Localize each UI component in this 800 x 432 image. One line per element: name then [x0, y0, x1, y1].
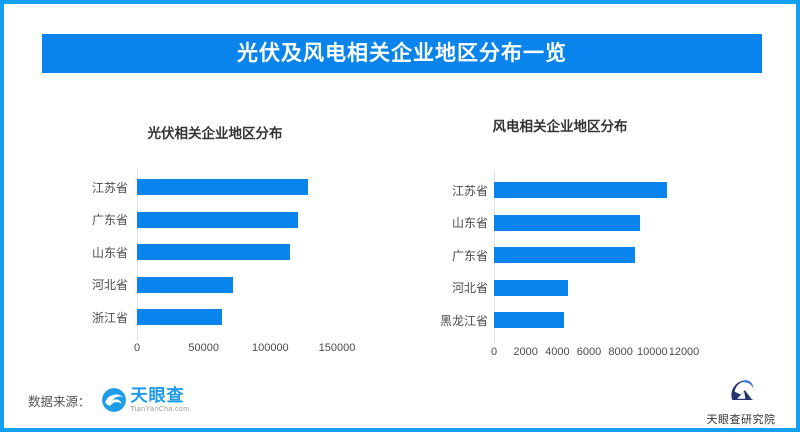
- x-axis-tick-label: 4000: [545, 346, 570, 358]
- research-logo-text: 天眼查研究院: [706, 414, 776, 426]
- tianyancha-logo-text-block: 天眼查 TianYanCha.com: [131, 387, 190, 413]
- bar: [137, 211, 299, 228]
- pv-bar-rows: 江苏省广东省山东省河北省浙江省: [85, 171, 337, 334]
- bar: [137, 244, 291, 261]
- bar-row: 山东省: [85, 236, 337, 269]
- data-source: 数据来源： 天眼查 TianYanCha.com: [28, 384, 189, 416]
- bar: [137, 179, 308, 196]
- bar-row: 浙江省: [85, 301, 337, 334]
- wind-bar-rows: 江苏省山东省广东省河北省黑龙江省: [430, 174, 684, 337]
- category-label: 广东省: [451, 248, 488, 263]
- bar-row: 河北省: [85, 269, 337, 302]
- pv-x-axis-ticks: 0 50000 100000 150000: [133, 342, 355, 356]
- x-axis-tick-label: 10000: [637, 346, 668, 358]
- wind-chart: 风电相关企业地区分布 江苏省山东省广东省河北省黑龙江省 0 2000 4000 600…: [430, 117, 730, 367]
- category-label: 江苏省: [91, 180, 128, 195]
- bar-row: 广东省: [85, 204, 337, 237]
- wind-chart-title: 风电相关企业地区分布: [492, 119, 628, 134]
- bar-track: [137, 211, 337, 228]
- x-axis-tick-label: 0: [133, 342, 141, 354]
- research-logo: 天眼查研究院: [699, 375, 783, 427]
- category-label: 河北省: [91, 278, 128, 293]
- category-label: 山东省: [451, 216, 488, 231]
- x-axis-tick-label: 8000: [608, 346, 633, 358]
- tianyancha-logo: 天眼查 TianYanCha.com: [101, 387, 190, 413]
- bar-row: 河北省: [430, 272, 684, 305]
- bar: [494, 312, 564, 329]
- x-axis-tick-label: 0: [490, 346, 498, 358]
- bar: [137, 276, 233, 293]
- research-institute-icon: [731, 380, 754, 400]
- bar-row: 江苏省: [85, 171, 337, 204]
- bar: [494, 182, 667, 199]
- data-source-label: 数据来源：: [28, 394, 91, 409]
- bar-row: 黑龙江省: [430, 304, 684, 337]
- tianyancha-eye-icon: [101, 388, 126, 412]
- bar-track: [494, 247, 684, 264]
- x-axis-tick-label: 12000: [668, 346, 700, 358]
- x-axis-tick-label: 50000: [188, 342, 219, 354]
- report-title: 光伏及风电相关企业地区分布一览: [237, 42, 567, 65]
- wind-x-axis-ticks: 0 2000 4000 6000 8000 10000 12000: [490, 346, 699, 360]
- bar-track: [494, 312, 684, 329]
- x-axis-tick-label: 2000: [513, 346, 538, 358]
- bar-track: [494, 214, 684, 231]
- bar-track: [137, 309, 337, 326]
- category-label: 广东省: [91, 213, 128, 228]
- bar: [137, 309, 223, 326]
- tianyancha-logo-text: 天眼查: [130, 386, 185, 405]
- bar-row: 山东省: [430, 207, 684, 240]
- bar-track: [137, 276, 337, 293]
- pv-chart-title: 光伏相关企业地区分布: [147, 126, 283, 141]
- category-label: 浙江省: [91, 310, 128, 325]
- x-axis-tick-label: 100000: [251, 342, 289, 354]
- bar: [494, 279, 569, 296]
- x-axis-tick-label: 150000: [318, 342, 356, 354]
- category-label: 江苏省: [451, 183, 488, 198]
- category-label: 山东省: [91, 245, 128, 260]
- bar-track: [494, 182, 684, 199]
- category-label: 河北省: [451, 281, 488, 296]
- bar-row: 江苏省: [430, 174, 684, 207]
- bar-row: 广东省: [430, 239, 684, 272]
- bar-track: [494, 279, 684, 296]
- bar-track: [137, 179, 337, 196]
- bar-track: [137, 244, 337, 261]
- category-label: 黑龙江省: [439, 313, 488, 328]
- x-axis-tick-label: 6000: [576, 346, 602, 358]
- bar: [494, 214, 640, 231]
- bar: [494, 247, 635, 264]
- tianyancha-logo-url: TianYanCha.com: [130, 406, 190, 413]
- pv-chart: 光伏相关企业地区分布 江苏省广东省山东省河北省浙江省 0 50000 100000 1…: [85, 124, 385, 374]
- report-title-bar: 光伏及风电相关企业地区分布一览: [42, 34, 762, 73]
